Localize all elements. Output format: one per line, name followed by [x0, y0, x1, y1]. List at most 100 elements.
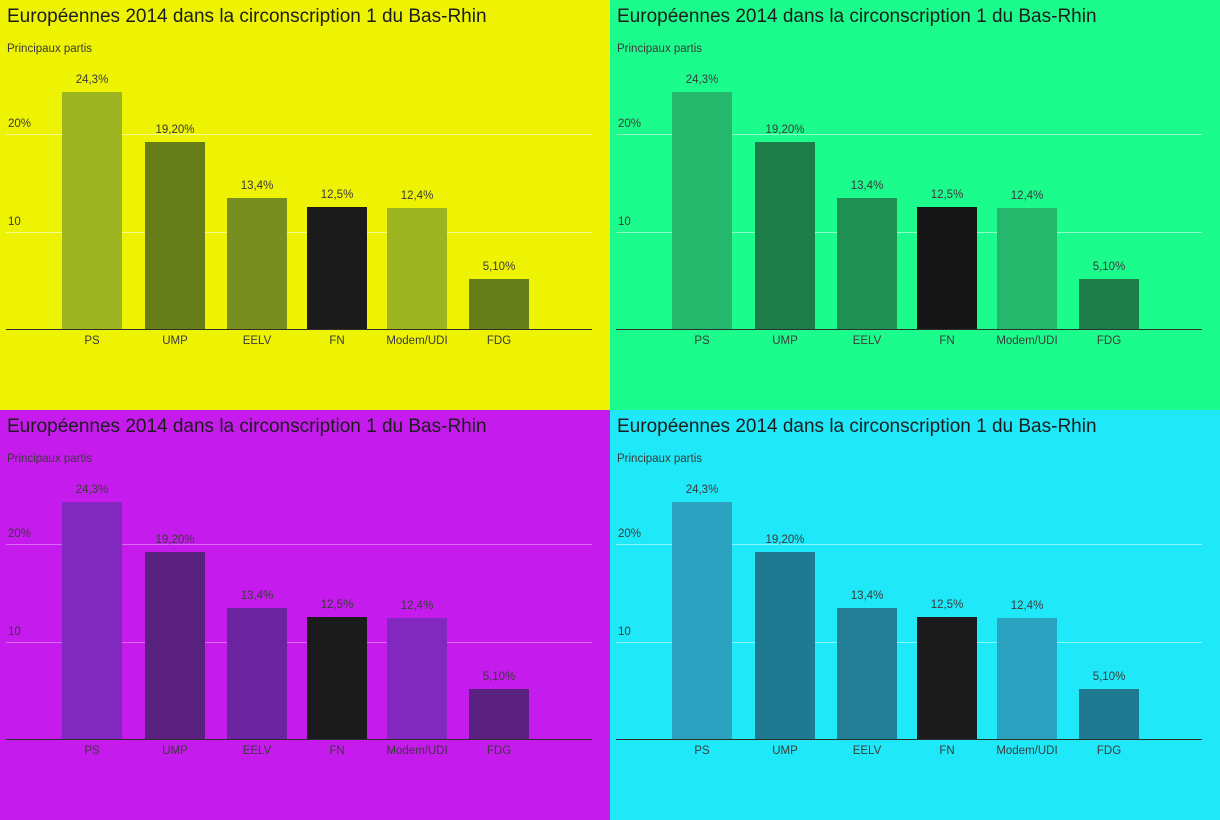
bar-modem-udi: [997, 618, 1057, 739]
category-label: EELV: [242, 745, 272, 757]
bar-value-label: 24,3%: [685, 74, 719, 87]
x-axis-line: [616, 739, 1202, 740]
bar-ump: [755, 551, 815, 739]
bar-eelv: [837, 198, 897, 329]
category-label: FDG: [1096, 335, 1122, 347]
bar-ump: [145, 551, 205, 739]
bar-ps: [672, 502, 732, 739]
bar-value-label: 12,5%: [320, 189, 354, 202]
chart-panel-cyan: Européennes 2014 dans la circonscription…: [610, 410, 1220, 820]
gridline-20: [6, 134, 592, 135]
category-label: FN: [329, 745, 345, 757]
bar-modem-udi: [387, 208, 447, 329]
chart-subtitle: Principaux partis: [7, 43, 93, 55]
bar-value-label: 19,20%: [765, 123, 805, 136]
category-label: Modem/UDI: [386, 745, 448, 757]
bar-value-label: 12,5%: [320, 599, 354, 612]
chart-title: Européennes 2014 dans la circonscription…: [7, 6, 487, 27]
bar-value-label: 12,4%: [1010, 600, 1044, 613]
gridline-10: [6, 641, 592, 643]
bar-fn: [917, 207, 977, 329]
bar-value-label: 12,4%: [1010, 190, 1044, 203]
bar-ump: [755, 141, 815, 329]
category-label: FN: [939, 335, 955, 347]
bar-fdg: [469, 689, 529, 739]
gridline-10: [616, 231, 1202, 233]
bar-plot: 10 20% 24,3% PS 19,20% UMP 13,4% EELV 12,5% FN 12,…: [610, 0, 1220, 410]
bar-plot: 10 20% 24,3% PS 19,20% UMP 13,4% EELV 12,5% FN 12,…: [610, 410, 1220, 820]
bar-value-label: 19,20%: [765, 533, 805, 546]
bar-value-label: 19,20%: [155, 533, 195, 546]
bar-value-label: 12,5%: [930, 189, 964, 202]
gridline-20: [616, 544, 1202, 545]
category-label: EELV: [852, 335, 882, 347]
category-label: EELV: [242, 335, 272, 347]
bar-value-label: 24,3%: [75, 74, 109, 87]
category-label: UMP: [772, 335, 798, 347]
chart-subtitle: Principaux partis: [7, 453, 93, 465]
category-label: PS: [84, 335, 100, 347]
y-tick-label-10: 10: [618, 215, 631, 228]
category-label: Modem/UDI: [996, 745, 1058, 757]
category-label: FDG: [1096, 745, 1122, 757]
category-label: PS: [84, 745, 100, 757]
bar-value-label: 5,10%: [1092, 671, 1126, 684]
bar-modem-udi: [997, 208, 1057, 329]
y-tick-label-20: 20%: [8, 528, 32, 540]
gridline-20: [6, 544, 592, 545]
bar-ump: [145, 141, 205, 329]
y-tick-label-20: 20%: [618, 528, 642, 540]
category-label: FDG: [486, 745, 512, 757]
chart-subtitle: Principaux partis: [617, 43, 703, 55]
bar-value-label: 12,4%: [400, 600, 434, 613]
bar-value-label: 12,4%: [400, 190, 434, 203]
category-label: Modem/UDI: [386, 335, 448, 347]
bar-fn: [307, 207, 367, 329]
bar-value-label: 13,4%: [850, 180, 884, 193]
y-tick-label-10: 10: [8, 215, 21, 228]
gridline-10: [616, 641, 1202, 643]
chart-title: Européennes 2014 dans la circonscription…: [7, 416, 487, 437]
bar-fdg: [1079, 279, 1139, 329]
bar-fdg: [469, 279, 529, 329]
bar-fn: [917, 617, 977, 739]
y-tick-label-20: 20%: [618, 118, 642, 130]
category-label: FN: [329, 335, 345, 347]
category-label: FDG: [486, 335, 512, 347]
chart-panel-yellow: Européennes 2014 dans la circonscription…: [0, 0, 610, 410]
chart-panel-magenta: Européennes 2014 dans la circonscription…: [0, 410, 610, 820]
category-label: UMP: [162, 745, 188, 757]
y-tick-label-10: 10: [8, 625, 21, 638]
category-label: UMP: [162, 335, 188, 347]
gridline-20: [616, 134, 1202, 135]
bar-value-label: 13,4%: [240, 180, 274, 193]
x-axis-line: [6, 329, 592, 330]
bar-value-label: 13,4%: [240, 590, 274, 603]
bar-eelv: [227, 198, 287, 329]
bar-value-label: 12,5%: [930, 599, 964, 612]
bar-value-label: 19,20%: [155, 123, 195, 136]
category-label: Modem/UDI: [996, 335, 1058, 347]
bar-value-label: 5,10%: [1092, 261, 1126, 274]
bar-value-label: 5,10%: [482, 261, 516, 274]
chart-title: Européennes 2014 dans la circonscription…: [617, 416, 1097, 437]
bar-modem-udi: [387, 618, 447, 739]
bar-value-label: 24,3%: [685, 484, 719, 497]
category-label: UMP: [772, 745, 798, 757]
bar-value-label: 24,3%: [75, 484, 109, 497]
bar-ps: [672, 92, 732, 329]
bar-value-label: 5,10%: [482, 671, 516, 684]
bar-plot: 10 20% 24,3% PS 19,20% UMP 13,4% EELV 12,5% FN 12,…: [0, 410, 610, 820]
bar-value-label: 13,4%: [850, 590, 884, 603]
bar-ps: [62, 502, 122, 739]
x-axis-line: [6, 739, 592, 740]
bar-fn: [307, 617, 367, 739]
category-label: FN: [939, 745, 955, 757]
chart-subtitle: Principaux partis: [617, 453, 703, 465]
chart-title: Européennes 2014 dans la circonscription…: [617, 6, 1097, 27]
chart-panel-green: Européennes 2014 dans la circonscription…: [610, 0, 1220, 410]
y-tick-label-10: 10: [618, 625, 631, 638]
category-label: PS: [694, 745, 710, 757]
bar-plot: 10 20% 24,3% PS 19,20% UMP 13,4% EELV 12,5% FN 12,…: [0, 0, 610, 410]
bar-eelv: [837, 608, 897, 739]
